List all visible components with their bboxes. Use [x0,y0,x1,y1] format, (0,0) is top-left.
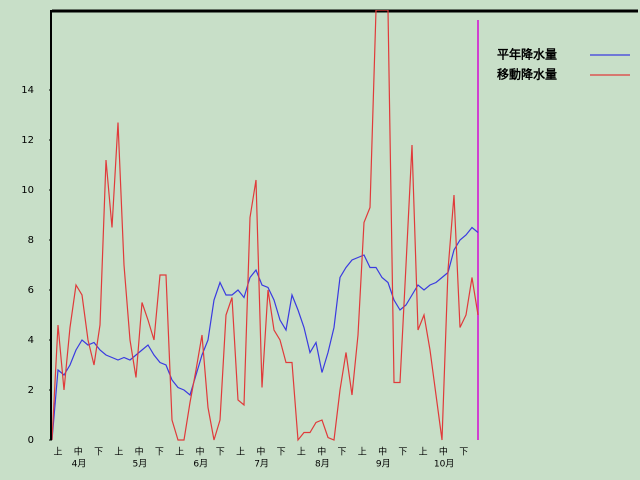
x-tick-label: 中 [317,446,326,458]
x-tick-label: 中 [195,446,204,458]
y-tick-label: 10 [21,185,34,196]
month-label: 5月 [132,459,147,470]
y-tick-label: 14 [21,85,34,96]
x-tick-label: 上 [419,447,428,458]
data-line [52,10,479,442]
x-tick-label: 上 [53,447,62,458]
y-tick-label: 2 [28,385,34,396]
x-tick-label: 中 [378,446,387,458]
month-label: 7月 [254,459,269,470]
legend-label: 移動降水量 [497,67,557,82]
x-tick-label: 上 [175,447,184,458]
y-tick-label: 6 [28,285,34,296]
x-tick-label: 下 [216,448,225,458]
x-tick-label: 下 [398,448,407,458]
month-label: 6月 [193,459,208,470]
data-line [52,226,479,441]
month-label: 9月 [376,459,391,470]
x-tick-label: 下 [155,448,164,458]
x-tick-label: 下 [94,448,103,458]
x-tick-label: 中 [256,446,265,458]
legend-label: 平年降水量 [497,47,557,62]
x-tick-label: 下 [337,448,346,458]
x-tick-label: 上 [114,447,123,458]
x-tick-label: 上 [358,447,367,458]
x-tick-label: 中 [74,446,83,458]
y-tick-label: 4 [28,335,34,346]
x-tick-label: 上 [297,447,306,458]
month-label: 10月 [434,459,454,470]
x-tick-label: 中 [439,446,448,458]
x-tick-label: 上 [236,447,245,458]
x-tick-label: 下 [459,448,468,458]
y-tick-label: 12 [21,135,34,146]
x-tick-label: 中 [135,446,144,458]
y-tick-label: 8 [28,235,34,246]
x-tick-label: 下 [277,448,286,458]
month-label: 4月 [72,459,87,470]
month-label: 8月 [315,459,330,470]
y-tick-label: 0 [28,435,34,446]
